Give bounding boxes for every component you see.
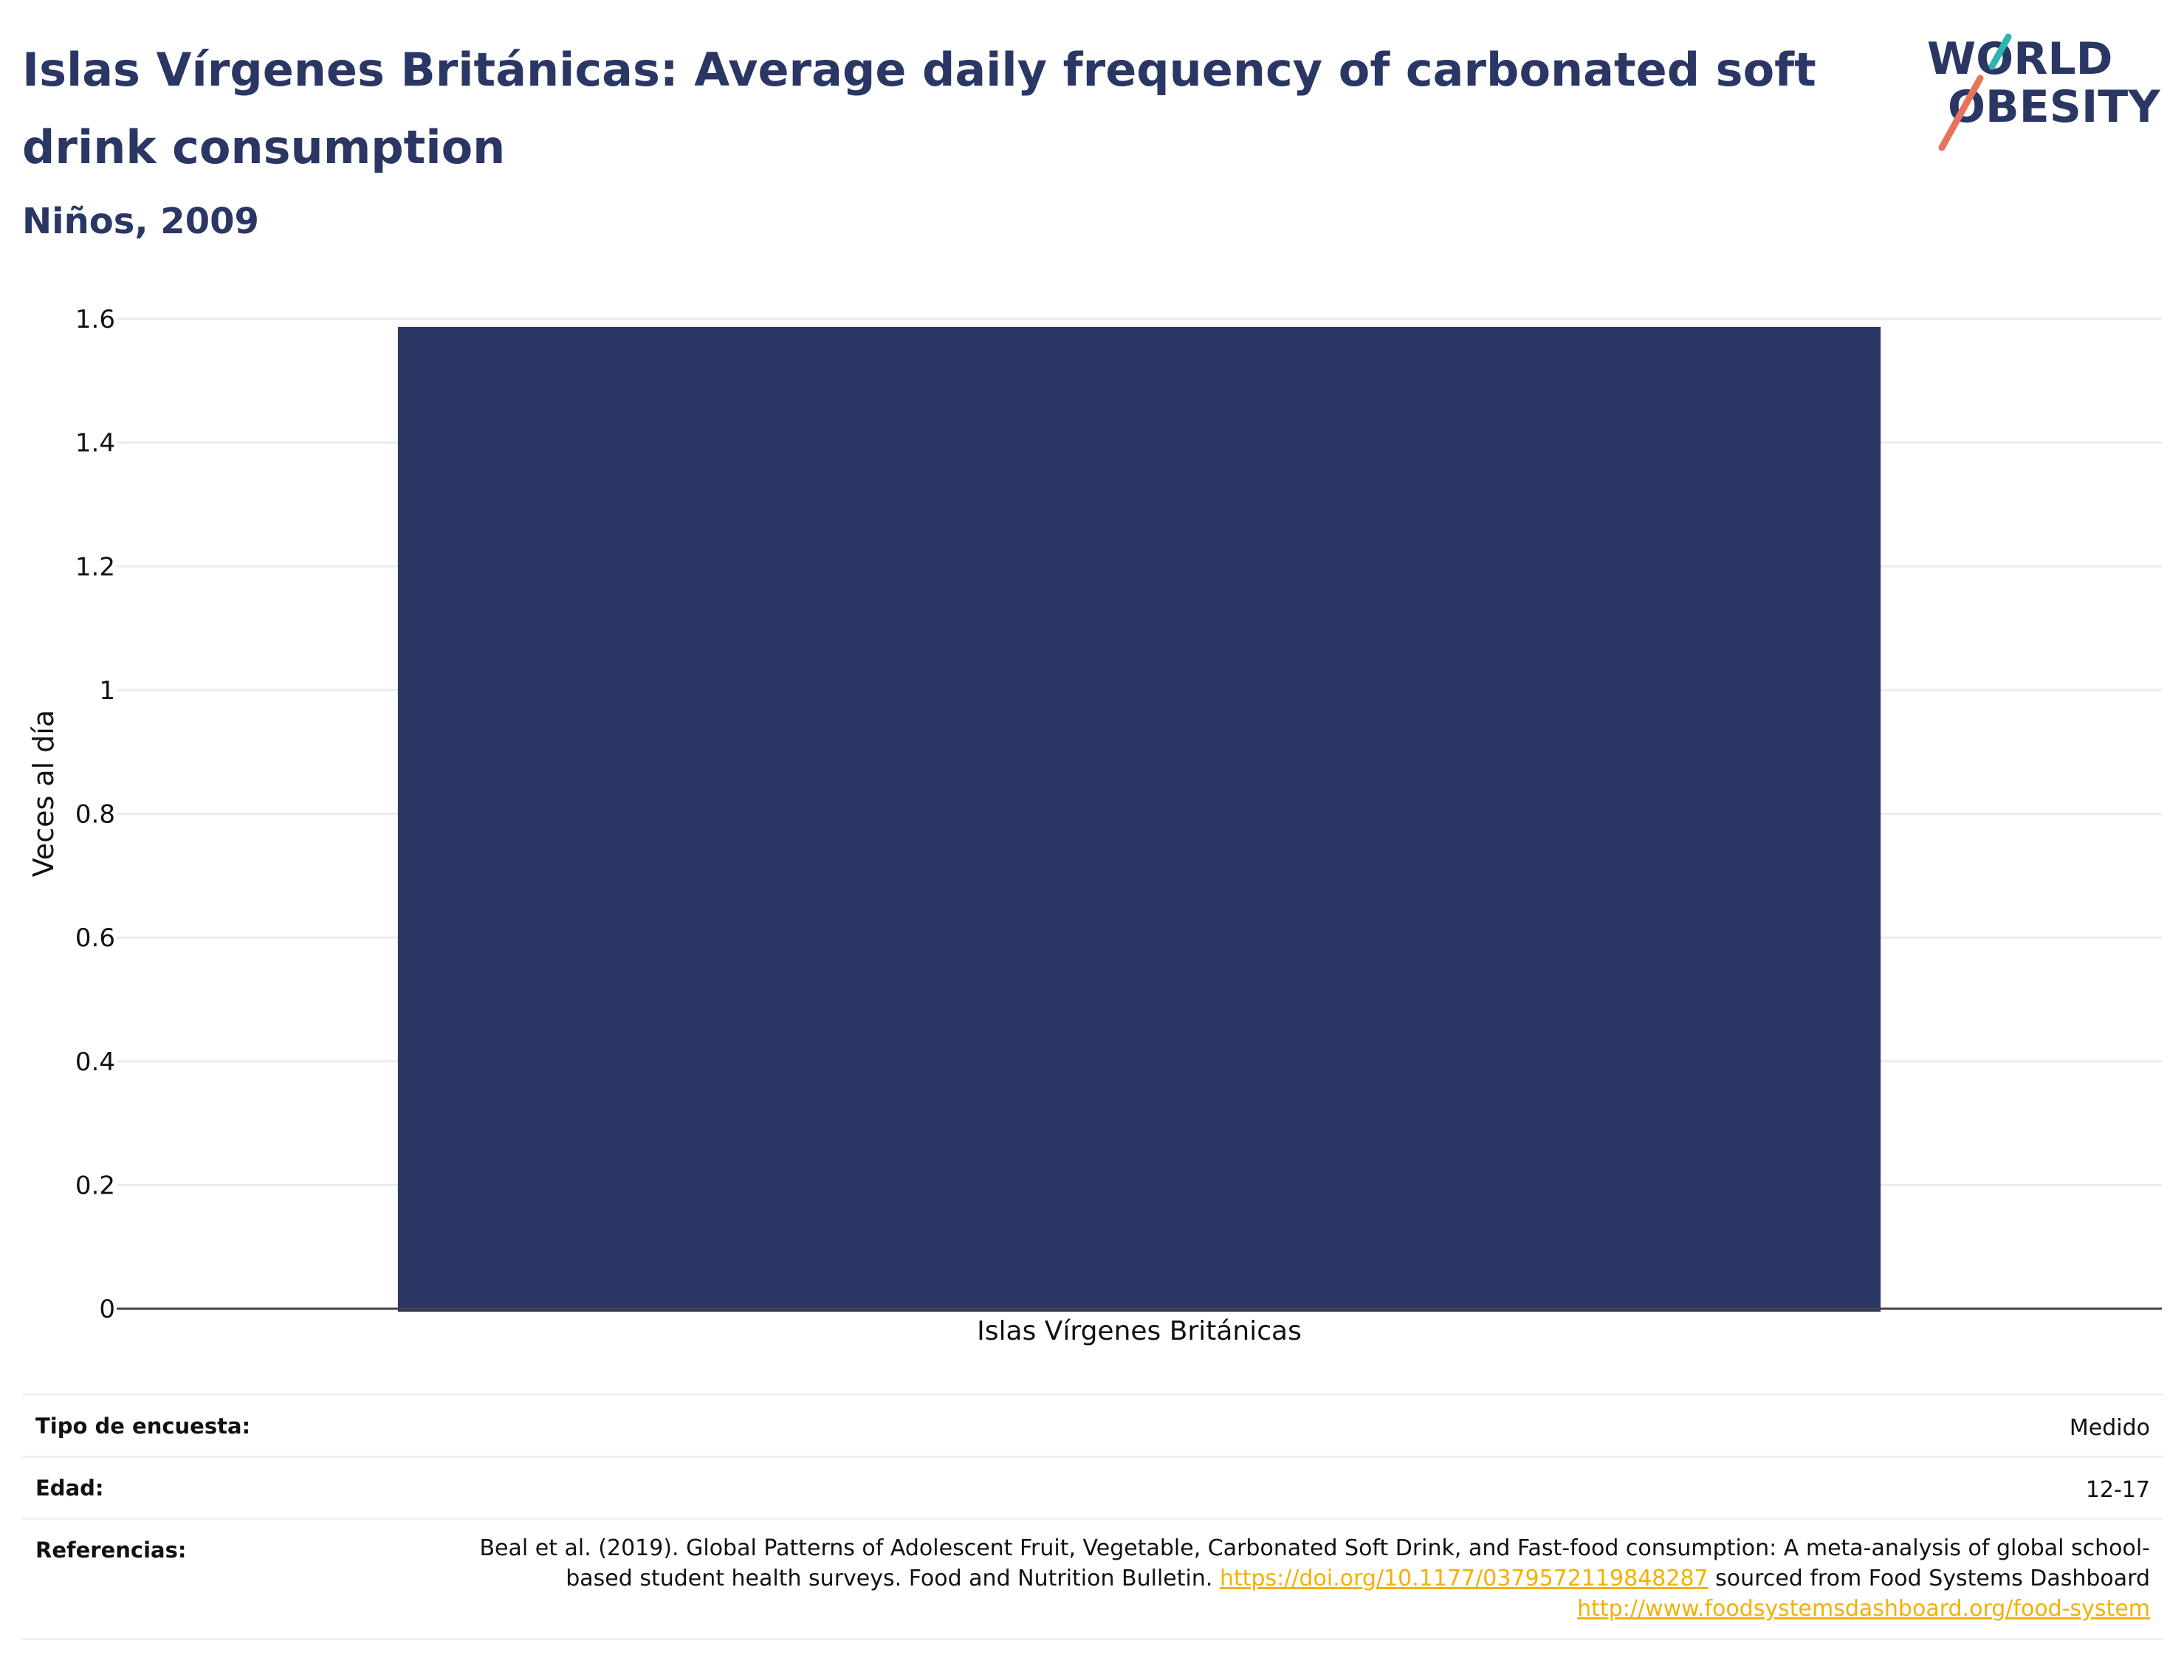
- x-tick-labels: Islas Vírgenes Británicas: [977, 1316, 1302, 1346]
- y-tick-label: 0.6: [75, 923, 115, 953]
- y-tick-label: 0.4: [75, 1047, 115, 1077]
- meta-row-age: Edad: 12-17: [22, 1456, 2163, 1518]
- doi-link[interactable]: https://doi.org/10.1177/0379572119848287: [1219, 1566, 1709, 1591]
- y-tick-label: 0.8: [75, 800, 115, 830]
- y-tick-label: 1: [99, 676, 115, 706]
- y-tick-labels: 0 0.2 0.4 0.6 0.8 1 1.2 1.4 1.6: [75, 305, 115, 1324]
- y-tick-label: 1.6: [75, 305, 115, 334]
- world-obesity-logo: WORLD OBESITY: [1927, 33, 2161, 151]
- bars: [397, 326, 1881, 1312]
- y-tick-label: 0: [99, 1295, 115, 1324]
- logo-slash-teal: [1988, 33, 2012, 70]
- y-tick-label: 1.4: [75, 429, 115, 458]
- y-axis-title: Veces al día: [27, 710, 60, 877]
- references-value: Beal et al. (2019). Global Patterns of A…: [452, 1533, 2163, 1624]
- survey-type-label: Tipo de encuesta:: [35, 1414, 251, 1439]
- logo-slash-coral: [1938, 75, 1984, 151]
- chart-title: Islas Vírgenes Británicas: Average daily…: [22, 43, 1816, 174]
- bar-chart: 0 0.2 0.4 0.6 0.8 1 1.2 1.4 1.6 Islas Vírgenes B…: [27, 305, 2162, 1346]
- meta-row-references: Referencias: Beal et al. (2019). Global …: [22, 1518, 2163, 1640]
- reference-citation: Beal et al. (2019). Global Patterns of A…: [479, 1535, 2150, 1591]
- y-tick-label: 0.2: [75, 1171, 115, 1200]
- x-tick-label: Islas Vírgenes Británicas: [977, 1316, 1302, 1346]
- logo-text-world: WORLD: [1927, 33, 2112, 85]
- age-label: Edad:: [35, 1476, 104, 1501]
- y-tick-label: 1.2: [75, 552, 115, 582]
- dashboard-link[interactable]: http://www.foodsystemsdashboard.org/food…: [1577, 1596, 2150, 1622]
- survey-type-value: Medido: [2069, 1415, 2150, 1441]
- chart-subtitle: Niños, 2009: [22, 201, 259, 242]
- meta-row-survey-type: Tipo de encuesta: Medido: [22, 1394, 2163, 1456]
- metadata-table: Tipo de encuesta: Medido Edad: 12-17 Ref…: [22, 1394, 2163, 1640]
- bar[interactable]: [397, 326, 1881, 1312]
- age-value: 12-17: [2085, 1477, 2150, 1503]
- logo-text-obesity: OBESITY: [1948, 81, 2161, 133]
- reference-source-text: sourced from Food Systems Dashboard: [1715, 1566, 2150, 1591]
- references-label: Referencias:: [35, 1538, 187, 1563]
